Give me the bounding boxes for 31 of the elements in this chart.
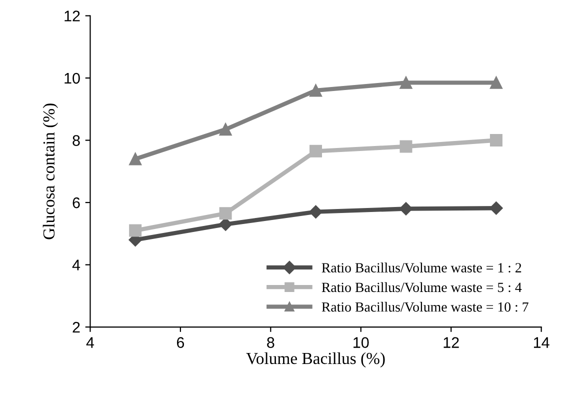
y-tick-label: 4 <box>72 260 80 270</box>
legend-label: Ratio Bacillus/Volume waste = 1 : 2 <box>322 262 522 273</box>
y-tick-label: 12 <box>64 10 80 22</box>
point <box>490 134 502 147</box>
point <box>490 202 503 215</box>
y-tick-label: 6 <box>72 197 80 208</box>
legend-label: Ratio Bacillus/Volume waste = 10 : 7 <box>322 302 528 312</box>
y-tick-label: 10 <box>64 72 80 84</box>
x-tick-label: 4 <box>86 337 94 348</box>
y-axis-title: Glucosa contain (%) <box>42 104 58 240</box>
x-tick-label: 12 <box>444 337 459 348</box>
point <box>218 218 232 231</box>
point <box>399 202 413 216</box>
point <box>400 76 412 89</box>
point <box>219 123 232 136</box>
y-tick-label: 8 <box>72 135 80 146</box>
point <box>310 84 322 97</box>
point <box>400 140 412 153</box>
point <box>309 205 322 218</box>
legend-label: Ratio Bacillus/Volume waste = 5 : 4 <box>322 282 522 292</box>
x-tick-label: 6 <box>176 337 184 348</box>
x-tick-label: 8 <box>267 337 274 348</box>
y-tick-label: 2 <box>72 322 80 333</box>
point <box>219 207 232 220</box>
point <box>490 76 502 89</box>
point <box>310 144 322 158</box>
point <box>129 224 142 237</box>
x-axis-title: Volume Bacillus (%) <box>246 352 385 368</box>
point <box>129 152 142 166</box>
x-tick-label: 10 <box>354 337 369 348</box>
x-tick-label: 14 <box>534 337 550 348</box>
